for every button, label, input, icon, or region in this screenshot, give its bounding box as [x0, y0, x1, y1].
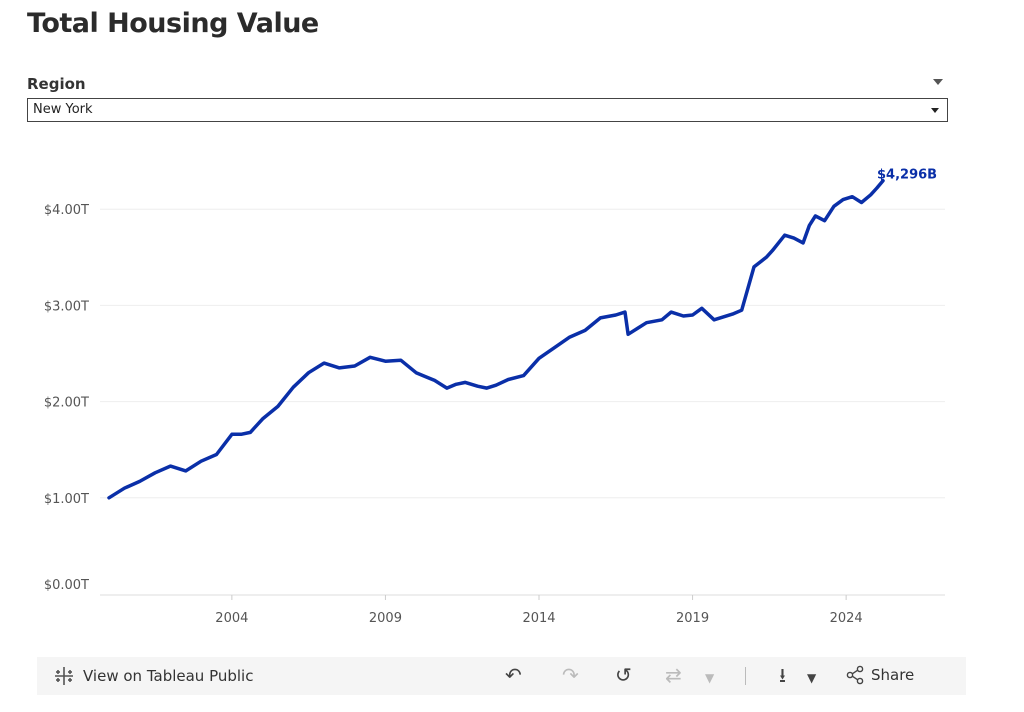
filter-menu-caret-icon[interactable] — [933, 79, 943, 85]
region-select[interactable]: New York — [27, 98, 948, 122]
share-label: Share — [871, 666, 915, 684]
x-tick-label: 2014 — [522, 611, 555, 626]
housing-value-chart: $0.00T $1.00T $2.00T $3.00T $4.00T 2004 2009 20… — [44, 168, 945, 626]
y-tick-label: $4.00T — [44, 203, 89, 218]
download-icon[interactable]: ⭳ — [779, 663, 786, 687]
toolbar-divider — [745, 667, 746, 685]
x-tick-label: 2009 — [369, 611, 402, 626]
y-tick-label: $3.00T — [44, 299, 89, 314]
revert-icon[interactable]: ↺ — [615, 663, 632, 687]
view-on-tableau-link[interactable]: View on Tableau Public — [53, 665, 253, 687]
redo-icon[interactable]: ↷ — [562, 663, 579, 687]
x-tick-label: 2024 — [830, 611, 863, 626]
undo-icon[interactable]: ↶ — [505, 663, 522, 687]
share-icon — [846, 665, 864, 685]
region-filter-label: Region — [27, 75, 86, 93]
y-tick-label: $2.00T — [44, 396, 89, 411]
dropdown-icon[interactable]: ▼ — [705, 671, 715, 685]
series-line — [107, 178, 885, 500]
tableau-logo-icon — [55, 667, 73, 685]
x-tick-label: 2004 — [215, 611, 248, 626]
x-tick-label: 2019 — [676, 611, 709, 626]
download-menu-icon[interactable]: ▼ — [807, 671, 817, 685]
pause-icon[interactable]: ⇄ — [665, 663, 682, 687]
toolbar: View on Tableau Public ↶ ↷ ↺ ⇄ ▼ ⭳ ▼ Sha… — [37, 657, 966, 695]
page-title: Total Housing Value — [27, 8, 319, 39]
y-tick-label: $1.00T — [44, 492, 89, 507]
chevron-down-icon[interactable] — [931, 108, 939, 113]
y-tick-label: $0.00T — [44, 578, 89, 593]
view-on-tableau-label: View on Tableau Public — [83, 667, 254, 685]
share-button[interactable]: Share — [845, 665, 914, 685]
region-select-value: New York — [33, 102, 93, 117]
end-value-label: $4,296B — [877, 168, 937, 183]
